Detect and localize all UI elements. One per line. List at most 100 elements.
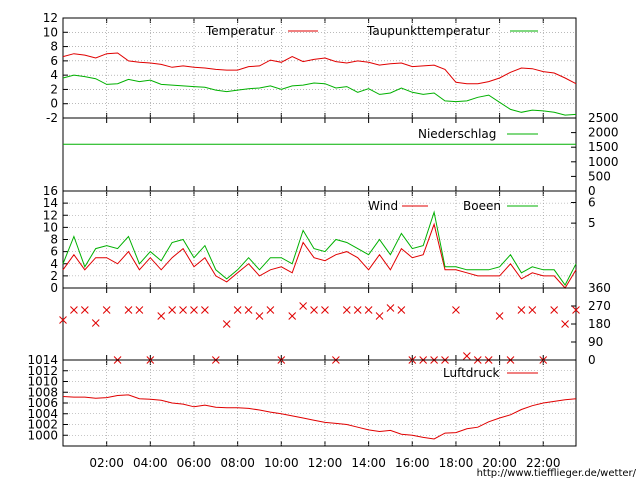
x-tick-label: 06:00 (177, 456, 212, 470)
y-tick-label-right: 6 (588, 196, 596, 210)
x-tick-label: 22:00 (526, 456, 561, 470)
direction-point (190, 306, 198, 314)
temperature-series-line-taupunkttemperatur (62, 74, 577, 116)
y-tick-label: 2 (50, 269, 58, 283)
direction-point (397, 306, 406, 314)
temperature-series-line-temperatur (62, 52, 577, 85)
x-tick-label: 02:00 (89, 456, 124, 470)
direction-point (102, 306, 111, 314)
direction-point (135, 306, 144, 314)
y-tick-label: 14 (43, 196, 58, 210)
direction-point (288, 312, 297, 320)
y-tick-label-right: 1000 (588, 155, 619, 169)
y-tick-label-right: 360 (588, 281, 611, 295)
y-tick-label-right: 0 (588, 184, 596, 198)
legend-label: Niederschlag (418, 127, 496, 141)
direction-point (201, 306, 209, 314)
y-tick-label: 1004 (27, 407, 58, 421)
y-tick-label: 8 (50, 233, 58, 247)
y-tick-label-right: 1500 (588, 140, 619, 154)
direction-point (124, 306, 133, 314)
y-tick-label: 6 (50, 245, 58, 259)
direction-point (80, 306, 89, 314)
x-tick-label: 10:00 (264, 456, 299, 470)
wind-series-line-wind (62, 222, 577, 289)
direction-point (310, 306, 318, 314)
x-tick-label: 16:00 (395, 456, 430, 470)
y-tick-label: 1002 (27, 418, 58, 432)
y-tick-label: 4 (50, 68, 58, 82)
legend-label: Taupunkttemperatur (366, 24, 490, 38)
y-tick-label: 10 (43, 220, 58, 234)
direction-point (462, 352, 471, 360)
legend-label: Temperatur (205, 24, 275, 38)
direction-point (452, 306, 460, 314)
direction-point (91, 319, 100, 327)
y-tick-label: 1008 (27, 385, 58, 399)
direction-point (157, 312, 166, 320)
direction-point (528, 306, 537, 314)
y-tick-label: 0 (50, 97, 58, 111)
direction-point (179, 306, 187, 314)
y-tick-label: -2 (46, 111, 58, 125)
y-tick-label: 10 (43, 25, 58, 39)
wind-direction-frame (62, 287, 577, 361)
direction-point (495, 312, 504, 320)
y-tick-label-right: 5 (588, 216, 596, 230)
y-tick-label: 1012 (27, 364, 58, 378)
direction-point (299, 302, 307, 310)
precipitation-frame (62, 117, 577, 192)
x-tick-label: 04:00 (133, 456, 168, 470)
direction-point (244, 306, 253, 314)
wind-series-line-boeen (62, 210, 577, 286)
y-tick-label: 16 (43, 184, 58, 198)
direction-point (168, 306, 177, 314)
direction-point (517, 306, 526, 314)
direction-point (550, 306, 559, 314)
pressure-series-line-luftdruck (62, 394, 577, 440)
y-tick-label: 2 (50, 82, 58, 96)
y-tick-label: 1014 (27, 353, 58, 367)
direction-point (342, 306, 351, 314)
direction-point (364, 306, 373, 314)
y-tick-label: 12 (43, 11, 58, 25)
y-tick-label-right: 270 (588, 299, 611, 313)
direction-point (222, 320, 231, 328)
x-tick-label: 12:00 (308, 456, 343, 470)
direction-point (572, 306, 580, 314)
x-tick-label: 14:00 (351, 456, 386, 470)
y-tick-label-right: 0 (588, 353, 596, 367)
y-tick-label-right: 180 (588, 317, 611, 331)
legend-label: Luftdruck (443, 366, 500, 380)
direction-point (266, 306, 275, 314)
direction-point (59, 316, 67, 324)
y-tick-label: 1000 (27, 428, 58, 442)
direction-point (255, 312, 264, 320)
x-tick-label: 20:00 (482, 456, 517, 470)
legend-label: Boeen (463, 199, 501, 213)
y-tick-label-right: 500 (588, 169, 611, 183)
direction-point (353, 306, 362, 314)
y-tick-label: 1010 (27, 375, 58, 389)
direction-point (321, 306, 329, 314)
x-tick-label: 18:00 (439, 456, 474, 470)
y-tick-label: 6 (50, 54, 58, 68)
y-tick-label-right: 2000 (588, 126, 619, 140)
temperature-frame (62, 17, 577, 119)
y-tick-label-right: 90 (588, 335, 603, 349)
direction-point (375, 312, 384, 320)
y-tick-label: 8 (50, 40, 58, 54)
y-tick-label: 12 (43, 208, 58, 222)
direction-point (561, 320, 569, 328)
legend-label: Wind (368, 199, 398, 213)
y-tick-label: 1006 (27, 396, 58, 410)
credit-url: http://www.tiefflieger.de/wetter/ (477, 468, 637, 479)
direction-point (70, 306, 78, 314)
y-tick-label-right: 2500 (588, 111, 619, 125)
